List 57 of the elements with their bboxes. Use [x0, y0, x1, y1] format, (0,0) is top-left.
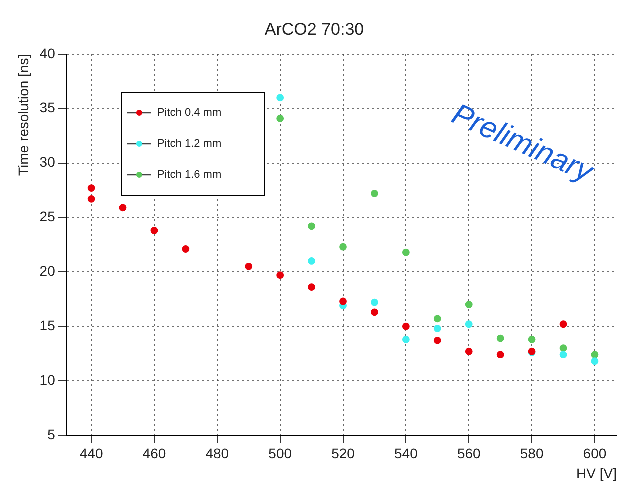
point [560, 344, 568, 352]
point [465, 301, 473, 308]
point [340, 243, 347, 251]
chart-title: ArCO2 70:30 [264, 20, 364, 39]
y-tick-label: 30 [40, 154, 56, 170]
point [182, 246, 190, 253]
y-tick-label: 5 [48, 426, 56, 442]
point [276, 272, 284, 280]
point [119, 204, 127, 212]
point [150, 227, 158, 234]
point [465, 348, 473, 356]
x-tick-label: 600 [583, 446, 607, 462]
y-tick-label: 20 [40, 262, 56, 279]
x-tick-label: 540 [394, 446, 418, 462]
point [434, 325, 442, 332]
point [308, 284, 316, 292]
legend-label: Pitch 0.4 mm [157, 107, 222, 120]
point [402, 322, 410, 330]
point [465, 320, 473, 328]
x-tick-label: 440 [80, 446, 104, 462]
point [591, 351, 599, 359]
point [560, 320, 568, 328]
point [528, 336, 536, 344]
x-tick-label: 560 [457, 446, 482, 462]
legend-label: Pitch 1.6 mm [157, 169, 222, 182]
point [560, 351, 568, 359]
point [402, 336, 410, 344]
point [88, 184, 96, 192]
point [371, 298, 378, 306]
point [371, 308, 378, 316]
point [434, 336, 442, 344]
point [496, 334, 504, 342]
legend-label: Pitch 1.2 mm [157, 138, 222, 150]
point [402, 248, 410, 256]
y-tick-label: 40 [40, 45, 56, 62]
point [276, 114, 284, 122]
y-tick-label: 10 [40, 372, 56, 388]
x-axis-title: HV [V] [576, 465, 617, 482]
x-tick-label: 520 [332, 446, 356, 462]
point [276, 94, 284, 102]
point [496, 351, 504, 359]
x-tick-label: 580 [520, 446, 544, 462]
point [308, 222, 316, 230]
x-tick-label: 480 [206, 446, 230, 462]
point [245, 262, 253, 270]
point [308, 258, 316, 265]
point [371, 190, 378, 198]
y-tick-label: 25 [40, 208, 56, 225]
x-tick-label: 460 [142, 446, 166, 462]
point [434, 315, 442, 323]
y-tick-label: 15 [40, 317, 56, 334]
x-tick-label: 500 [268, 446, 292, 462]
point [591, 358, 599, 366]
y-tick-label: 35 [40, 100, 56, 116]
point [88, 195, 96, 203]
point [340, 298, 347, 306]
y-axis-title: Time resolution [ns] [15, 54, 32, 176]
